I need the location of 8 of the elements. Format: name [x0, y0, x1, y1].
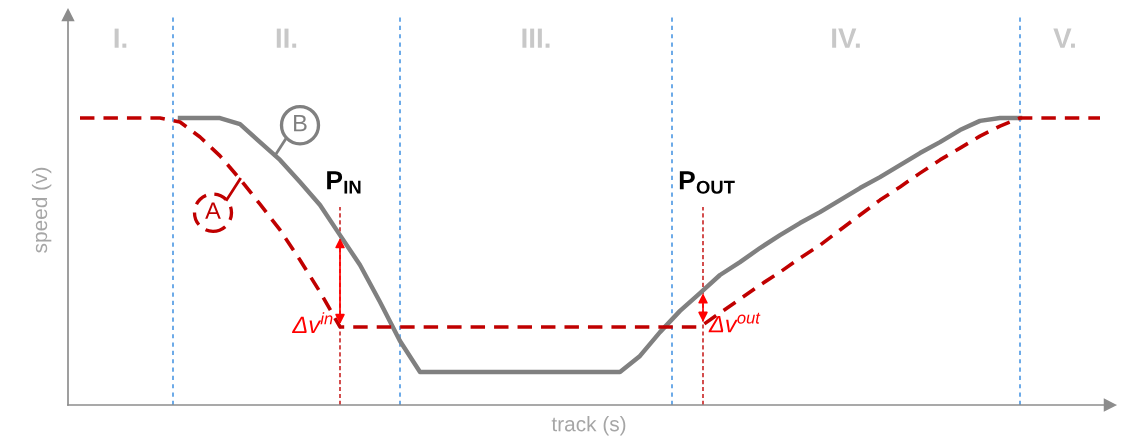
annotation: Δv$^{in}$: [291, 312, 333, 333]
annotation: Δv$^{out}$: [708, 312, 761, 333]
legend-label: A: [205, 202, 221, 219]
series-label: B: [294, 115, 307, 132]
annotation: P$_{OUT}$: [679, 171, 735, 194]
annotation: P$_{IN}$: [327, 171, 361, 194]
y-axis-title: speed (v): [31, 167, 52, 253]
x-axis-title: track (s): [551, 416, 626, 436]
